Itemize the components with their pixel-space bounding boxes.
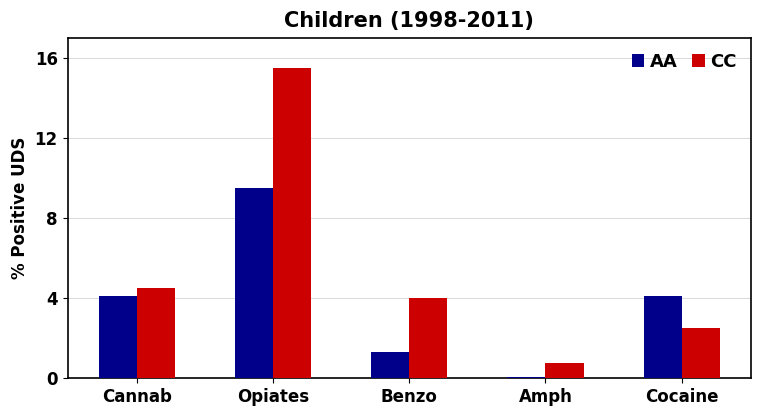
Bar	[235, 188, 273, 378]
Bar	[371, 352, 409, 378]
Bar	[136, 288, 174, 378]
Legend: AA, CC: AA, CC	[626, 47, 742, 76]
Bar	[98, 296, 136, 378]
Bar	[409, 298, 447, 378]
Y-axis label: % Positive UDS: % Positive UDS	[11, 137, 29, 279]
Title: Children (1998-2011): Children (1998-2011)	[284, 11, 534, 31]
Bar	[273, 68, 311, 378]
Bar	[546, 363, 584, 378]
Bar	[682, 328, 720, 378]
Bar	[507, 377, 546, 378]
Bar	[644, 296, 682, 378]
